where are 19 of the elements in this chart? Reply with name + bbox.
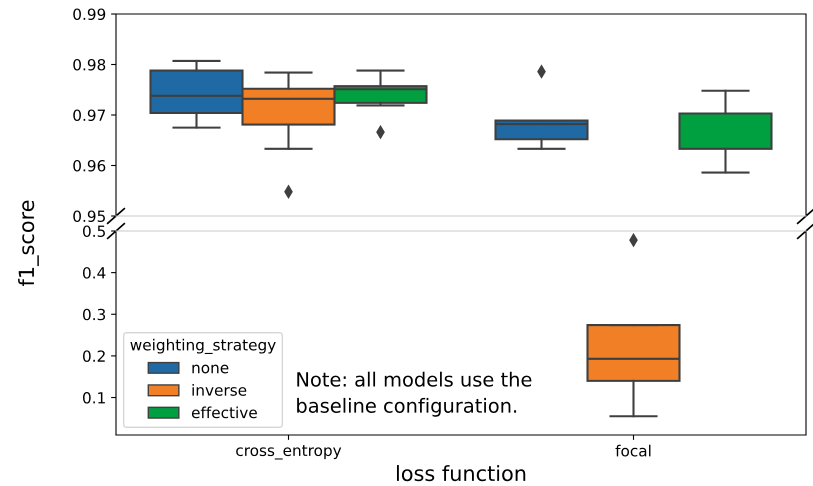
y-tick-label: 0.98 — [73, 58, 106, 71]
y-tick-label: 0.3 — [82, 308, 106, 320]
y-tick-label: 0.95 — [73, 210, 105, 222]
x-axis-title: loss function — [396, 465, 526, 482]
legend-label: inverse — [192, 384, 246, 396]
y-tick-label: 0.97 — [73, 109, 105, 122]
y-tick-label: 0.99 — [73, 8, 106, 20]
y-tick-label: 0.5 — [82, 225, 105, 238]
legend-label: effective — [192, 406, 257, 418]
legend-title: weighting_strategy — [130, 338, 276, 354]
y-tick-label: 0.4 — [82, 267, 106, 279]
y-tick-label: 0.1 — [82, 392, 105, 404]
x-tick-label: focal — [615, 444, 650, 457]
y-axis-title: f1_score — [18, 200, 39, 286]
x-tick-label: cross_entropy — [236, 445, 342, 460]
y-tick-label: 0.96 — [73, 160, 106, 172]
annotation: Note: all models use the baseline configuration. — [297, 372, 532, 417]
y-tick-label: 0.2 — [82, 350, 105, 362]
legend-label: none — [192, 364, 228, 374]
